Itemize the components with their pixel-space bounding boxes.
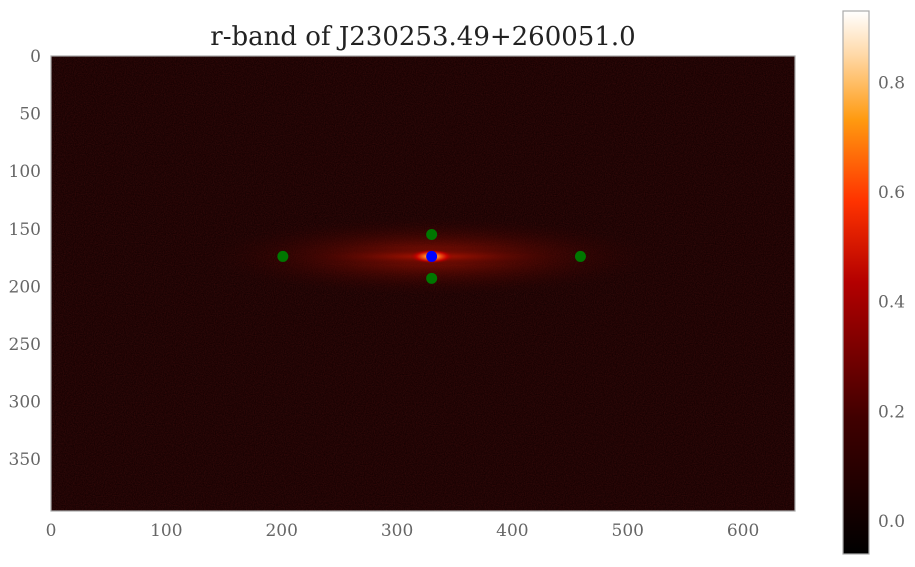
x-axis-ticks: 0 100 200 300 400 500 600 <box>46 521 760 541</box>
x-tick-label: 600 <box>727 521 759 541</box>
colorbar: 0.0 0.2 0.4 0.6 0.8 <box>842 10 905 555</box>
y-tick-label: 0 <box>30 47 41 67</box>
chart-title: r-band of J230253.49+260051.0 <box>210 22 635 52</box>
y-tick-label: 350 <box>9 450 41 470</box>
image-panel <box>50 55 796 512</box>
y-tick-label: 300 <box>9 393 41 413</box>
colorbar-tick-label: 0.0 <box>878 512 905 532</box>
y-axis-ticks: 0 50 100 150 200 250 300 350 <box>9 47 41 470</box>
colorbar-ticks: 0.0 0.2 0.4 0.6 0.8 <box>878 73 905 532</box>
colorbar-tick-label: 0.4 <box>878 293 905 313</box>
marker-left <box>277 250 289 262</box>
image-frame <box>50 55 796 512</box>
marker-right <box>574 250 586 262</box>
marker-top <box>426 229 438 241</box>
markers <box>277 229 586 284</box>
x-tick-label: 100 <box>150 521 182 541</box>
y-tick-label: 150 <box>9 220 41 240</box>
x-tick-label: 0 <box>46 521 57 541</box>
colorbar-tick-label: 0.2 <box>878 402 905 422</box>
y-tick-label: 50 <box>19 105 41 125</box>
y-tick-label: 100 <box>9 162 41 182</box>
x-tick-label: 300 <box>381 521 413 541</box>
marker-bottom <box>426 272 438 284</box>
x-tick-label: 500 <box>612 521 644 541</box>
marker-center <box>426 250 438 262</box>
y-tick-label: 250 <box>9 335 41 355</box>
colorbar-tick-label: 0.8 <box>878 73 905 93</box>
colorbar-tick-label: 0.6 <box>878 183 905 203</box>
x-tick-label: 400 <box>496 521 528 541</box>
x-tick-label: 200 <box>265 521 297 541</box>
y-tick-label: 200 <box>9 277 41 297</box>
colorbar-gradient <box>842 10 870 555</box>
